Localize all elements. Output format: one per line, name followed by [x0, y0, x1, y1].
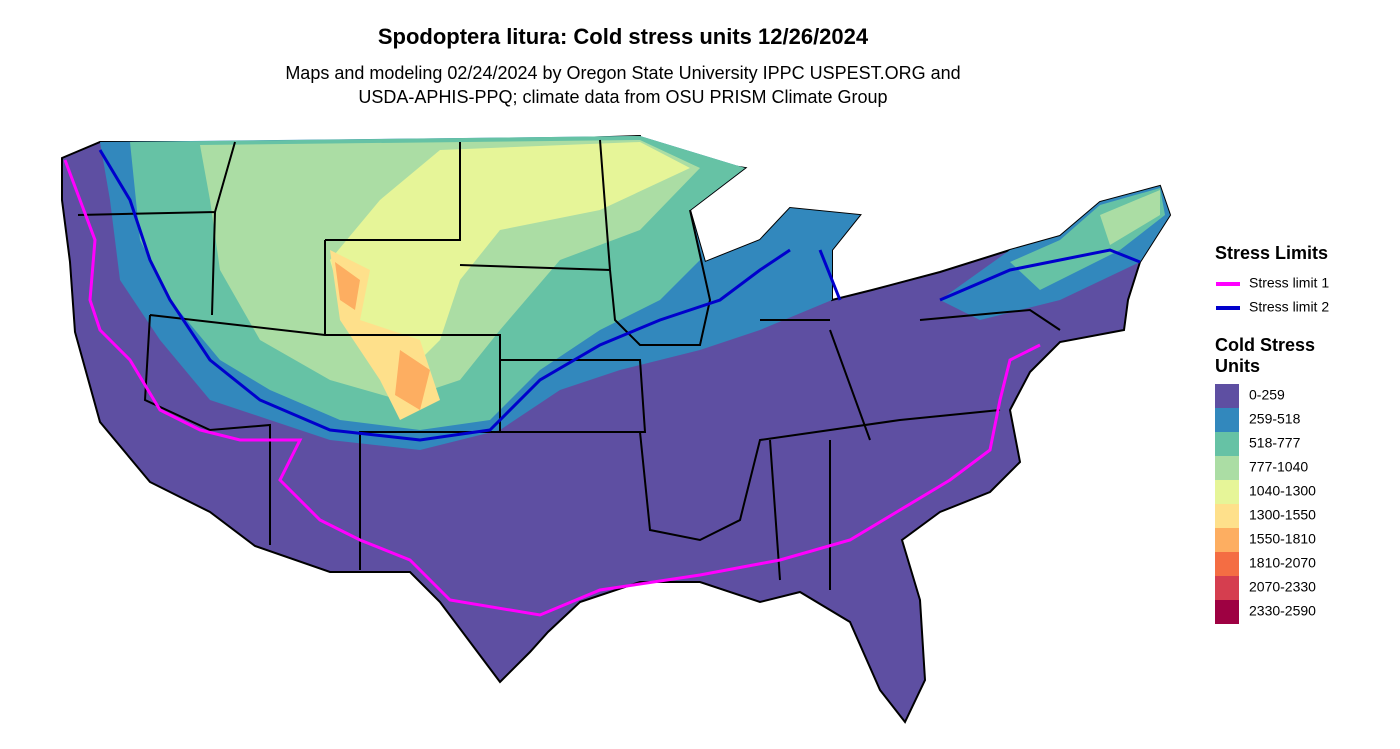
- zone-1550-1810: [335, 262, 430, 410]
- legend-swatch: [1215, 384, 1239, 408]
- legend-label: 1300-1550: [1249, 507, 1316, 523]
- map-title: Spodoptera litura: Cold stress units 12/…: [378, 24, 869, 49]
- legend-label: Stress limit 1: [1249, 275, 1329, 291]
- legend-swatch: [1215, 408, 1239, 432]
- legend-label: 518-777: [1249, 435, 1301, 451]
- legend-swatch: [1215, 432, 1239, 456]
- legend-label: 0-259: [1249, 387, 1285, 403]
- legend-title: Cold Stress: [1215, 335, 1315, 355]
- legend-title: Units: [1215, 356, 1260, 376]
- legend-swatch: [1215, 600, 1239, 624]
- legend-swatch: [1215, 576, 1239, 600]
- subtitle-line: USDA-APHIS-PPQ; climate data from OSU PR…: [358, 87, 887, 107]
- legend-label: 1040-1300: [1249, 483, 1316, 499]
- map: [61, 134, 1172, 724]
- stress-limit-1-line: [63, 159, 1041, 617]
- legend-swatch: [1215, 480, 1239, 504]
- legend-label: 777-1040: [1249, 459, 1308, 475]
- legend: Stress Limits Cold Stress Units Stress l…: [1215, 243, 1329, 624]
- legend-label: 1550-1810: [1249, 531, 1316, 547]
- legend-title: Stress Limits: [1215, 243, 1328, 263]
- legend-swatch: [1215, 504, 1239, 528]
- legend-label: 1810-2070: [1249, 555, 1316, 571]
- legend-swatch: [1215, 528, 1239, 552]
- legend-label: 2330-2590: [1249, 603, 1316, 619]
- legend-swatch: [1215, 456, 1239, 480]
- subtitle-line: Maps and modeling 02/24/2024 by Oregon S…: [285, 63, 960, 83]
- legend-swatch: [1215, 552, 1239, 576]
- legend-label: 2070-2330: [1249, 579, 1316, 595]
- zone-1040-1300: [330, 142, 690, 380]
- legend-label: Stress limit 2: [1249, 299, 1329, 315]
- legend-label: 259-518: [1249, 411, 1301, 427]
- stress-limit-2-line: [98, 149, 1141, 442]
- state-borders: [77, 139, 1061, 590]
